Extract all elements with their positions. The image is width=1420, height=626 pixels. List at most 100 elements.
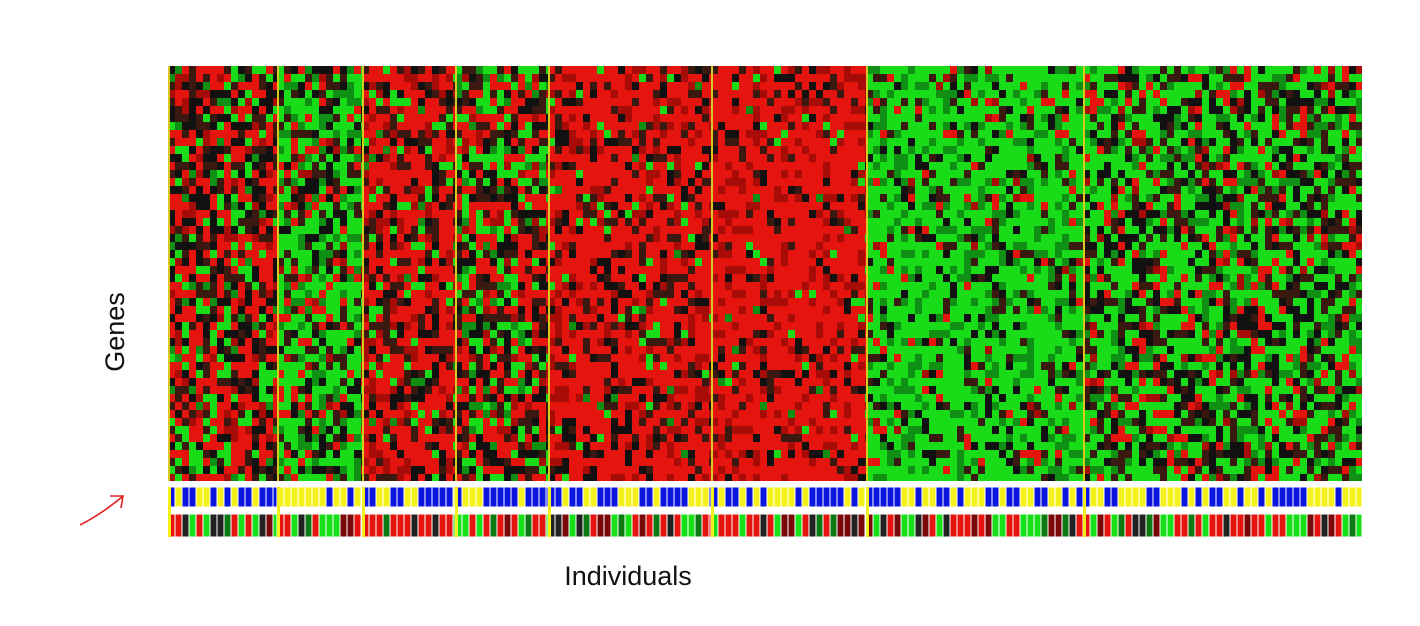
heatmap-cell	[319, 330, 326, 338]
heatmap-cell	[432, 298, 439, 306]
heatmap-cell	[555, 122, 562, 130]
heatmap-cell	[476, 266, 483, 274]
heatmap-cell	[369, 362, 376, 370]
heatmap-cell	[446, 394, 453, 402]
heatmap-cell	[702, 466, 709, 474]
heatmap-cell	[497, 82, 504, 90]
heatmap-cell	[175, 74, 182, 82]
heatmap-cell	[432, 130, 439, 138]
heatmap-cell	[709, 306, 711, 314]
heatmap-cell	[688, 298, 695, 306]
heatmap-cell	[340, 394, 347, 402]
heatmap-cell	[326, 66, 333, 74]
heatmap-cell	[639, 170, 646, 178]
heatmap-cell	[298, 234, 305, 242]
heatmap-cell	[453, 114, 455, 122]
heatmap-cell	[711, 154, 718, 162]
heatmap-cell	[182, 290, 189, 298]
heatmap-cell	[298, 298, 305, 306]
heatmap-cell	[795, 450, 802, 458]
heatmap-cell	[432, 474, 439, 481]
heatmap-cell	[238, 162, 245, 170]
heatmap-cell	[455, 74, 462, 82]
heatmap-cell	[760, 458, 767, 466]
heatmap-cell	[653, 74, 660, 82]
heatmap-cell	[695, 186, 702, 194]
heatmap-cell	[376, 402, 383, 410]
heatmap-cell	[425, 90, 432, 98]
heatmap-cell	[168, 258, 175, 266]
heatmap-cell	[539, 106, 546, 114]
heatmap-cell	[203, 362, 210, 370]
heatmap-cell	[774, 442, 781, 450]
heatmap-cell	[653, 234, 660, 242]
heatmap-cell	[210, 434, 217, 442]
heatmap-cell	[376, 234, 383, 242]
heatmap-cell	[298, 474, 305, 481]
heatmap-cell	[231, 378, 238, 386]
heatmap-cell	[711, 114, 718, 122]
heatmap-cell	[411, 290, 418, 298]
heatmap-cell	[455, 354, 462, 362]
heatmap-cell	[203, 434, 210, 442]
heatmap-cell	[504, 434, 511, 442]
heatmap-cell	[439, 354, 446, 362]
heatmap-cell	[245, 370, 252, 378]
heatmap-cell	[404, 210, 411, 218]
heatmap-cell	[660, 66, 667, 74]
heatmap-cell	[583, 210, 590, 218]
heatmap-cell	[802, 258, 809, 266]
heatmap-cell	[203, 258, 210, 266]
heatmap-cell	[455, 170, 462, 178]
heatmap-cell	[305, 386, 312, 394]
heatmap-cell	[305, 442, 312, 450]
heatmap-cell	[490, 418, 497, 426]
heatmap-cell	[625, 466, 632, 474]
heatmap-cell	[569, 202, 576, 210]
heatmap-cell	[277, 106, 284, 114]
heatmap-cell	[476, 418, 483, 426]
heatmap-cell	[809, 442, 816, 450]
heatmap-cell	[411, 442, 418, 450]
heatmap-cell	[446, 250, 453, 258]
heatmap-cell	[196, 66, 203, 74]
heatmap-cell	[432, 338, 439, 346]
heatmap-cell	[511, 266, 518, 274]
heatmap-cell	[483, 394, 490, 402]
heatmap-cell	[203, 418, 210, 426]
heatmap-cell	[518, 442, 525, 450]
heatmap-cell	[732, 346, 739, 354]
heatmap-cell	[425, 98, 432, 106]
heatmap-cell	[809, 82, 816, 90]
heatmap-cell	[653, 314, 660, 322]
heatmap-cell	[168, 266, 175, 274]
heatmap-cell	[632, 146, 639, 154]
heatmap-cell	[525, 442, 532, 450]
heatmap-cell	[369, 322, 376, 330]
heatmap-cell	[611, 442, 618, 450]
heatmap-cell	[469, 154, 476, 162]
heatmap-cell	[795, 210, 802, 218]
heatmap-cell	[767, 298, 774, 306]
heatmap-cell	[732, 130, 739, 138]
heatmap-cell	[319, 234, 326, 242]
heatmap-cell	[688, 154, 695, 162]
heatmap-cell	[718, 154, 725, 162]
heatmap-cell	[660, 330, 667, 338]
heatmap-cell	[802, 394, 809, 402]
heatmap-cell	[196, 258, 203, 266]
heatmap-cell	[583, 218, 590, 226]
heatmap-cell	[639, 194, 646, 202]
heatmap-cell	[252, 330, 259, 338]
heatmap-cell	[266, 266, 273, 274]
heatmap-cell	[383, 410, 390, 418]
heatmap-cell	[418, 234, 425, 242]
heatmap-cell	[497, 466, 504, 474]
heatmap-cell	[298, 98, 305, 106]
heatmap-cell	[604, 250, 611, 258]
heatmap-cell	[583, 74, 590, 82]
heatmap-cell	[252, 442, 259, 450]
heatmap-cell	[597, 218, 604, 226]
heatmap-cell	[569, 186, 576, 194]
heatmap-cell	[439, 234, 446, 242]
